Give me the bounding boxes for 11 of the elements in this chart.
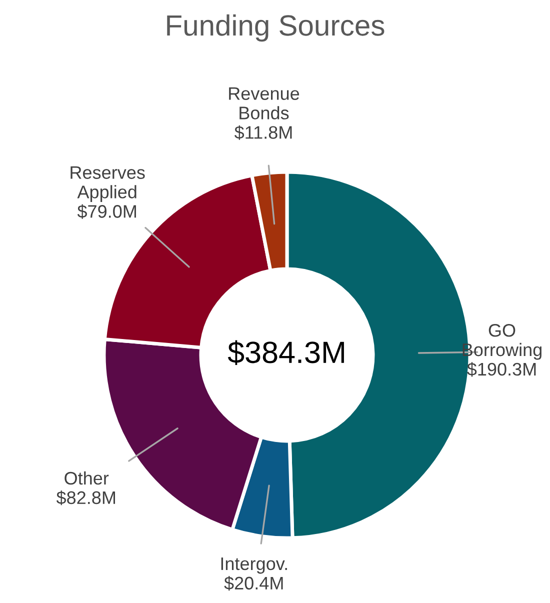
data-label: $79.0M	[77, 204, 136, 219]
slice-label: Intergov.	[221, 558, 287, 574]
chart-title: Funding Sources	[167, 14, 384, 42]
text: $384.3M	[228, 340, 344, 366]
data-label: $11.8M	[234, 125, 292, 140]
slice-label: Reserves Applied	[70, 166, 145, 202]
data-label: $82.8M	[56, 490, 115, 506]
data-label: $20.4M	[224, 576, 283, 591]
slice-label: Revenue Bonds	[229, 87, 300, 120]
slice-label: Other	[64, 471, 109, 485]
slice-label: GO Borrowing	[462, 324, 542, 360]
